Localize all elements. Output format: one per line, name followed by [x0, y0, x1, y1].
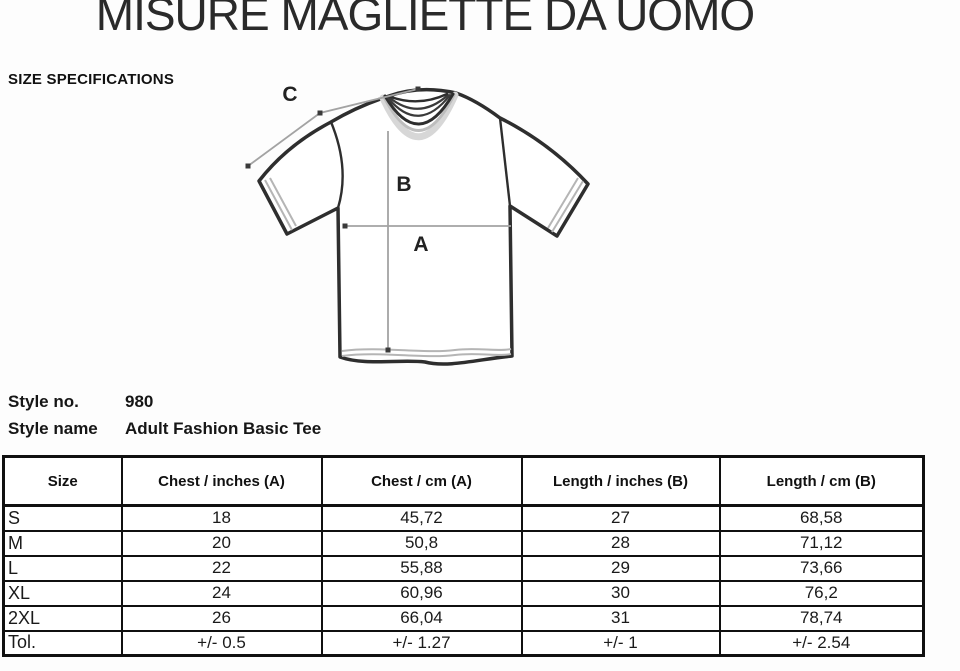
chest-cm-value: 45,72: [320, 504, 523, 532]
label-b: B: [396, 173, 411, 196]
length-inches-value: 30: [520, 579, 721, 607]
collar-shade-inner: [382, 93, 456, 132]
chest-inches-value: 18: [120, 504, 323, 532]
collar-back-edge: [389, 92, 449, 103]
measure-marker: [317, 110, 323, 116]
measure-marker: [415, 86, 421, 92]
style-info: Style no. 980 Style name Adult Fashion B…: [8, 388, 321, 442]
collar-shade: [379, 91, 459, 141]
style-no-row: Style no. 980: [8, 388, 321, 415]
right-cuff-lines: [547, 177, 584, 233]
chest-cm-value: 60,96: [320, 579, 523, 607]
chest-cm-value: 50,8: [320, 529, 523, 557]
length-cm-value: 71,12: [718, 529, 925, 557]
tshirt-diagram-icon: C B A: [245, 83, 590, 366]
length-inches-value: +/- 1: [520, 629, 721, 657]
size-table-header: Size Chest / inches (A) Chest / cm (A) L…: [2, 455, 925, 507]
style-name-row: Style name Adult Fashion Basic Tee: [8, 415, 321, 442]
length-cm-value: +/- 2.54: [718, 629, 925, 657]
right-armhole-seam: [498, 117, 512, 207]
collar-rib-2: [388, 93, 450, 110]
size-table-body: S 18 45,72 27 68,58 M 20 50,8 28 71,12 L…: [2, 504, 925, 657]
chest-inches-value: 26: [120, 604, 323, 632]
measure-marker: [385, 347, 391, 353]
chest-inches-value: 20: [120, 529, 323, 557]
col-header-length-cm: Length / cm (B): [718, 455, 925, 507]
hem-lines: [341, 348, 512, 358]
collar-rib-1: [386, 93, 452, 117]
chest-cm-value: +/- 1.27: [320, 629, 523, 657]
left-cuff-lines: [264, 177, 297, 231]
length-inches-value: 28: [520, 529, 721, 557]
size-specifications-label: SIZE SPECIFICATIONS: [8, 71, 175, 88]
style-name-value: Adult Fashion Basic Tee: [125, 419, 322, 438]
style-name-label: Style name: [8, 419, 98, 438]
length-cm-value: 68,58: [718, 504, 925, 532]
size-label: M: [2, 529, 123, 557]
length-inches-value: 29: [520, 554, 721, 582]
length-inches-value: 27: [520, 504, 721, 532]
size-label: Tol.: [2, 629, 123, 657]
style-no-value: 980: [125, 392, 154, 411]
left-armhole-seam: [329, 121, 344, 209]
header-row: Size Chest / inches (A) Chest / cm (A) L…: [2, 455, 925, 507]
size-label: L: [2, 554, 123, 582]
size-table: Size Chest / inches (A) Chest / cm (A) L…: [2, 455, 925, 657]
table-row-tolerance: Tol. +/- 0.5 +/- 1.27 +/- 1 +/- 2.54: [2, 629, 925, 657]
size-label: XL: [2, 579, 123, 607]
style-no-label: Style no.: [8, 392, 79, 411]
chest-inches-value: 24: [120, 579, 323, 607]
table-row-l: L 22 55,88 29 73,66: [2, 554, 925, 582]
page-title: MISURE MAGLIETTE DA UOMO: [95, 0, 755, 40]
col-header-length-inches: Length / inches (B): [520, 455, 721, 507]
measure-marker: [245, 163, 251, 169]
length-cm-value: 78,74: [718, 604, 925, 632]
length-inches-value: 31: [520, 604, 721, 632]
label-a: A: [413, 233, 428, 256]
chest-inches-value: +/- 0.5: [120, 629, 323, 657]
col-header-chest-cm: Chest / cm (A): [320, 455, 523, 507]
table-row-s: S 18 45,72 27 68,58: [2, 504, 925, 532]
length-cm-value: 76,2: [718, 579, 925, 607]
table-row-m: M 20 50,8 28 71,12: [2, 529, 925, 557]
col-header-size: Size: [2, 455, 123, 507]
size-label: 2XL: [2, 604, 123, 632]
table-row-xl: XL 24 60,96 30 76,2: [2, 579, 925, 607]
col-header-chest-inches: Chest / inches (A): [120, 455, 323, 507]
chest-cm-value: 55,88: [320, 554, 523, 582]
table-row-2xl: 2XL 26 66,04 31 78,74: [2, 604, 925, 632]
measure-marker: [342, 223, 348, 229]
label-c: C: [282, 83, 297, 106]
chest-cm-value: 66,04: [320, 604, 523, 632]
length-cm-value: 73,66: [718, 554, 925, 582]
collar-front-edge: [383, 92, 455, 126]
chest-inches-value: 22: [120, 554, 323, 582]
size-label: S: [2, 504, 123, 532]
